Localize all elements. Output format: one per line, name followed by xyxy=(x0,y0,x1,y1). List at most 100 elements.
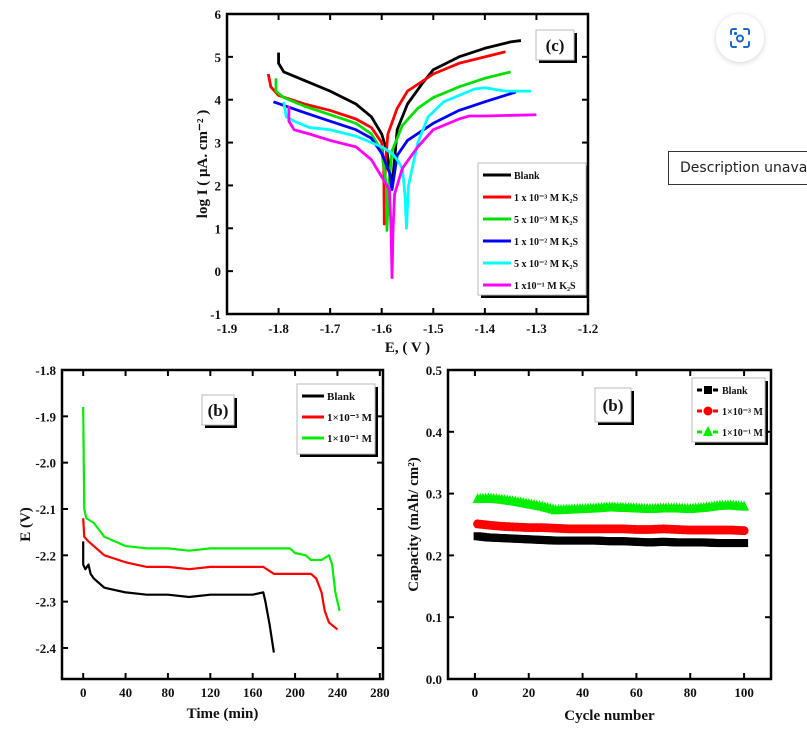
data-point-triangle xyxy=(739,500,750,511)
y-tick-label: 0 xyxy=(215,264,222,279)
y-tick-label: -2.2 xyxy=(35,548,56,563)
legend-item: 1 x 10⁻³ M K₂S xyxy=(483,193,578,204)
y-tick-label: -1 xyxy=(210,307,221,322)
lens-scan-icon xyxy=(730,28,750,48)
legend-item: 1×10⁻¹ M xyxy=(697,426,763,439)
x-tick-label: -1.8 xyxy=(268,321,289,336)
legend-label: 1 x 10⁻² M K₂S xyxy=(514,237,578,248)
series-line-4 xyxy=(272,90,517,192)
legend-item: 5 x 10⁻³ M K₂S xyxy=(483,215,578,226)
y-tick-label: 3 xyxy=(215,136,222,151)
x-tick-label: 120 xyxy=(201,685,221,700)
y-tick-label: 0.4 xyxy=(426,425,443,440)
x-tick-label: 240 xyxy=(328,685,348,700)
series-line-2 xyxy=(266,50,506,226)
x-tick-label: 200 xyxy=(285,685,305,700)
legend-label: 5 x 10⁻³ M K₂S xyxy=(514,215,578,226)
data-point-circle xyxy=(739,526,749,536)
legend-item: Blank xyxy=(302,391,356,403)
y-tick-label: 0.1 xyxy=(426,610,442,625)
y-tick-label: 2 xyxy=(215,178,222,193)
x-tick-label: -1.6 xyxy=(371,321,392,336)
y-tick-label: -2.0 xyxy=(35,456,56,471)
x-tick-label: 0 xyxy=(472,685,479,700)
x-tick-label: -1.5 xyxy=(423,321,444,336)
plot-area xyxy=(266,39,537,279)
series-line-5 xyxy=(282,86,532,230)
legend-label: Blank xyxy=(327,391,356,403)
x-tick-label: 0 xyxy=(80,685,87,700)
series-line-3 xyxy=(82,407,341,612)
panel-tag-box xyxy=(594,387,632,423)
x-axis-label: Cycle number xyxy=(564,708,655,724)
x-tick-label: 20 xyxy=(522,685,535,700)
x-tick-label: 40 xyxy=(576,685,589,700)
y-tick-label: 0.0 xyxy=(426,672,442,687)
legend-label: Blank xyxy=(514,171,540,182)
legend-label: 1×10⁻³ M xyxy=(327,412,373,424)
legend-label: 5 x 10⁻² M K₂S xyxy=(514,259,578,270)
legend: Blank 1×10⁻³ M 1×10⁻¹ M xyxy=(296,383,378,457)
y-tick-label: -1.8 xyxy=(35,363,56,378)
x-tick-label: -1.7 xyxy=(320,321,341,336)
legend-item: 5 x 10⁻² M K₂S xyxy=(483,259,578,270)
y-axis-label: log I ( μA. cm⁻² ) xyxy=(195,110,211,218)
x-axis-label: Time (min) xyxy=(187,706,259,722)
legend-label: Blank xyxy=(722,386,748,397)
data-point-square xyxy=(740,539,749,548)
visual-search-button[interactable] xyxy=(716,14,764,62)
series-line-2 xyxy=(82,518,339,631)
x-tick-label: 160 xyxy=(243,685,263,700)
legend-marker xyxy=(703,406,713,416)
legend-label: 1×10⁻³ M xyxy=(722,407,763,418)
series-line-1 xyxy=(82,541,275,653)
y-tick-label: 5 xyxy=(215,50,222,65)
y-axis-label: E (V) xyxy=(18,507,34,542)
legend-item: Blank xyxy=(483,171,540,182)
plot-area xyxy=(472,492,750,548)
x-tick-label: 80 xyxy=(161,685,174,700)
series-line-3 xyxy=(274,70,511,232)
panel-label: (b) xyxy=(208,401,229,420)
legend-item: 1 x10⁻¹ M K₂S xyxy=(483,281,576,292)
y-tick-label: 0.5 xyxy=(426,363,443,378)
panel-label: (c) xyxy=(546,36,565,55)
x-tick-label: 100 xyxy=(734,685,754,700)
legend-item: Blank xyxy=(697,386,748,397)
legend-label: 1×10⁻¹ M xyxy=(722,428,763,439)
legend-marker xyxy=(704,386,712,394)
x-tick-label: 280 xyxy=(370,685,390,700)
y-tick-label: 0.2 xyxy=(426,548,442,563)
legend-marker xyxy=(703,426,713,436)
panel-label: (b) xyxy=(603,396,624,415)
x-tick-label: 80 xyxy=(684,685,697,700)
x-tick-label: 60 xyxy=(630,685,643,700)
legend-item: 1×10⁻³ M xyxy=(697,406,763,418)
legend: Blank 1 x 10⁻³ M K₂S 5 x 10⁻³ M K₂S 1 x 10⁻… xyxy=(477,162,589,298)
y-tick-label: -2.3 xyxy=(35,595,56,610)
image-description-tooltip: Description unavailable xyxy=(668,151,807,185)
legend-item: 1×10⁻³ M xyxy=(302,412,373,424)
x-tick-label: -1.3 xyxy=(526,321,547,336)
plot-area xyxy=(82,407,341,653)
y-tick-label: 1 xyxy=(215,221,222,236)
chart-1: -1.9 -1.8 -1.7 -1.6 -1.5 -1.4 -1.3 -1.2 -1 0 1 2 3 4 5… xyxy=(195,7,598,356)
y-tick-label: 4 xyxy=(215,93,222,108)
y-tick-label: -1.9 xyxy=(35,409,56,424)
y-tick-label: -2.4 xyxy=(35,641,56,656)
chart-3: 0 20 40 60 80 100 0.0 0.1 0.2 0.3 0.4 0.5 Cycle numb… xyxy=(406,363,773,724)
x-tick-label: -1.4 xyxy=(475,321,496,336)
legend-label: 1 x 10⁻³ M K₂S xyxy=(514,193,578,204)
y-axis-label: Capacity (mAh/ cm²) xyxy=(406,457,422,591)
panel-tag-box xyxy=(535,29,575,61)
chart-2: 0 40 80 120 160 200 240 280 -1.8 -1.9 -2.0 -2.1 -2.2… xyxy=(18,363,390,722)
x-tick-label: -1.2 xyxy=(578,321,599,336)
series-line-6 xyxy=(287,106,537,279)
y-tick-label: -2.1 xyxy=(35,502,56,517)
x-axis-label: E, ( V ) xyxy=(385,340,430,356)
panel-tag-box xyxy=(201,394,235,426)
y-tick-label: 0.3 xyxy=(426,487,443,502)
legend-item: 1 x 10⁻² M K₂S xyxy=(483,237,578,248)
x-tick-label: 40 xyxy=(119,685,132,700)
